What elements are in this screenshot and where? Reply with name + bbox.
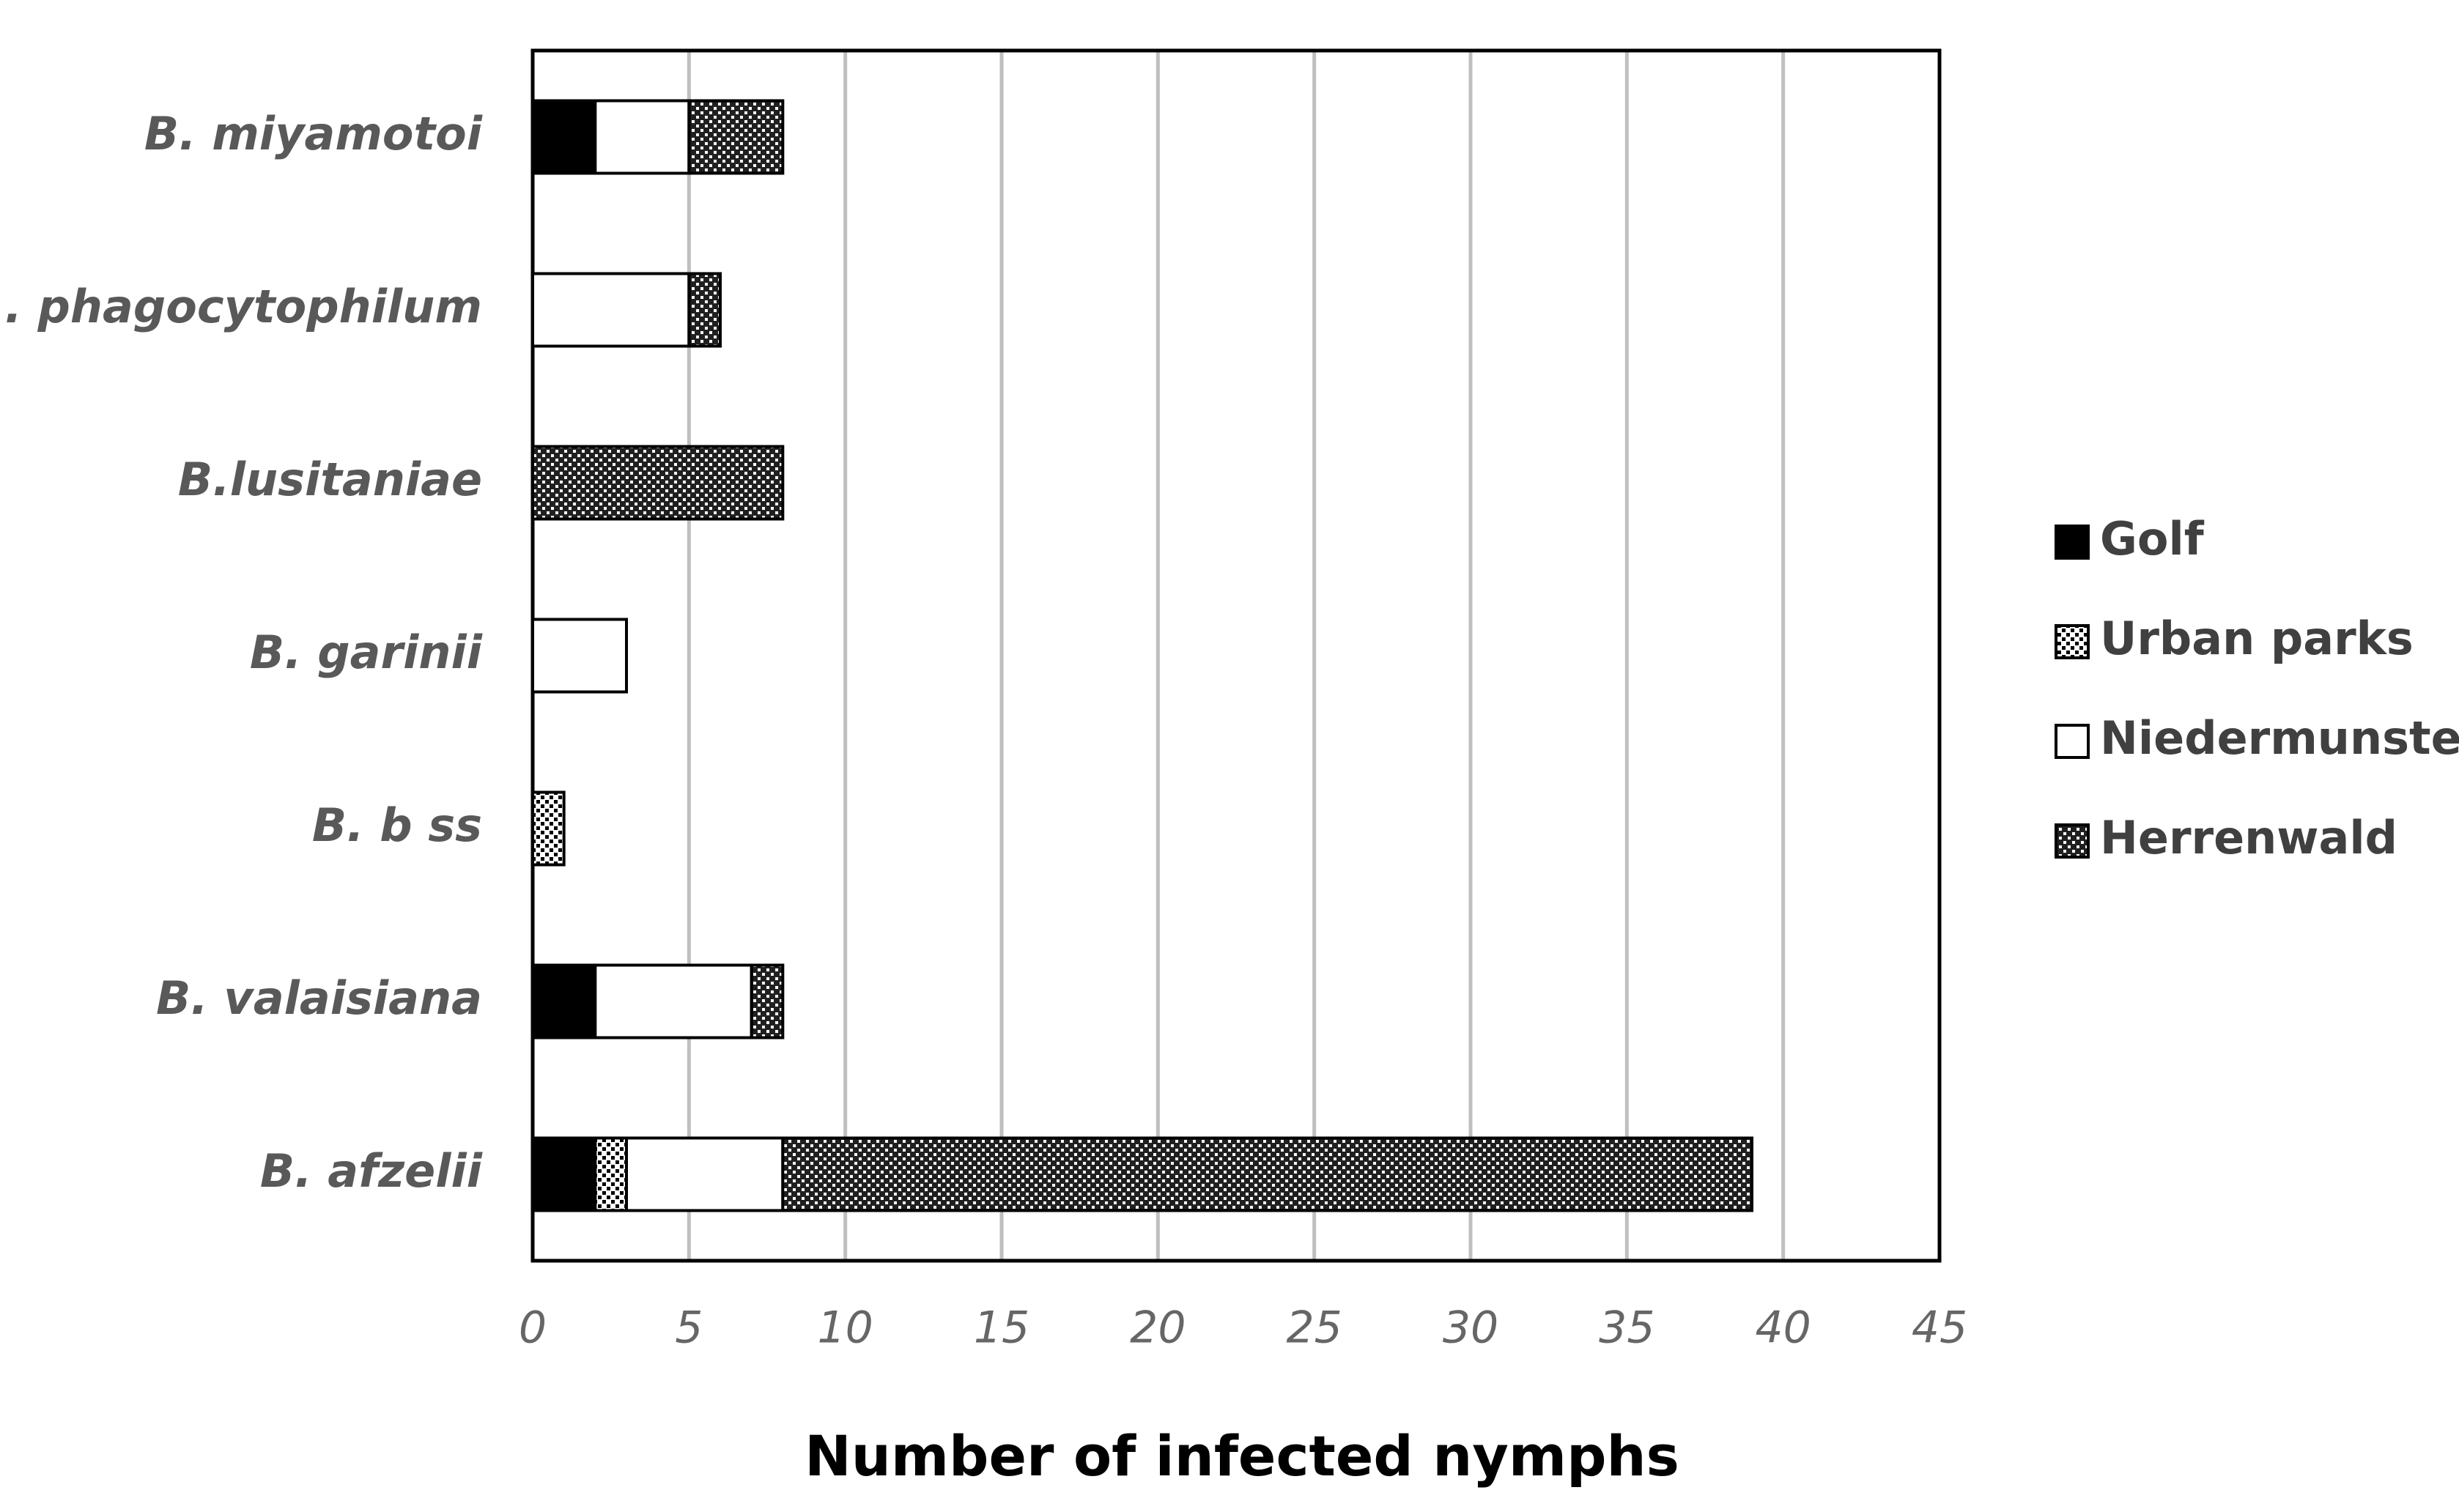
y-tick-label: B. afzelii [260,1144,483,1198]
y-tick-label: A. phagocytophilum [0,280,482,333]
bar-segment [531,99,597,175]
bar-segment [531,1136,597,1212]
y-tick-label: B. b ss [312,798,482,852]
x-tick-label: 5 [675,1302,703,1354]
x-tick-label: 35 [1599,1302,1654,1354]
y-tick-label: B. valaisiana [156,971,482,1025]
bar-segment [531,445,785,521]
x-tick-label: 40 [1755,1302,1811,1354]
x-axis-title: Number of infected nymphs [805,1423,1679,1489]
legend-label: Herrenwald [2100,811,2397,864]
bar-segment [531,618,628,694]
legend-swatch [2055,823,2090,859]
bar-segment [687,99,785,175]
legend-label: Golf [2100,512,2205,566]
x-tick-label: 0 [519,1302,547,1354]
bar-segment [531,272,691,348]
bar-segment [687,272,722,348]
x-tick-label: 15 [974,1302,1029,1354]
x-tick-label: 25 [1286,1302,1342,1354]
bar-segment [531,963,597,1040]
bar-segment [750,963,785,1040]
legend-label: Niedermunster [2100,711,2459,765]
bar-segment [531,790,566,867]
bar-segment [781,1136,1753,1212]
bar-segment [594,99,691,175]
x-tick-label: 10 [817,1302,873,1354]
y-tick-label: B. garinii [250,626,483,679]
bar-segment [594,1136,628,1212]
x-tick-label: 30 [1443,1302,1498,1354]
legend-swatch [2055,624,2090,659]
plot-frame [530,48,1942,1263]
y-tick-label: B.lusitaniae [178,453,482,506]
x-tick-label: 20 [1130,1302,1186,1354]
y-tick-label: B. miyamotoi [144,107,483,160]
x-tick-label: 45 [1912,1302,1967,1354]
bar-segment [625,1136,785,1212]
legend-label: Urban parks [2100,612,2414,665]
legend-swatch [2055,525,2090,560]
bar-segment [594,963,753,1040]
legend-swatch [2055,724,2090,759]
